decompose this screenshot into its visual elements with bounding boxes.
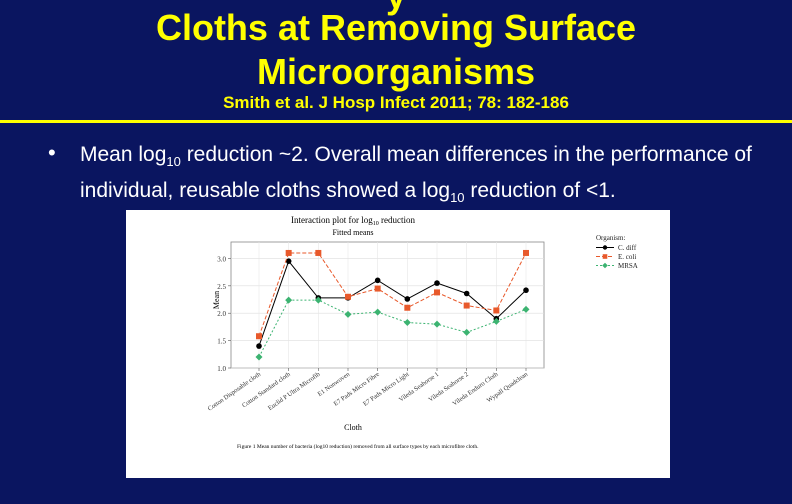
data-point (463, 328, 471, 336)
y-tick-label: 1.0 (217, 365, 226, 373)
bullet-part-1: Mean log (80, 143, 167, 166)
bullet-sub-2: 10 (450, 190, 465, 206)
data-point (434, 289, 440, 296)
data-point (315, 249, 322, 256)
data-point (523, 287, 529, 294)
data-point (374, 308, 382, 316)
series-line-2 (258, 299, 527, 358)
series-line-1 (258, 252, 527, 337)
data-point (285, 258, 292, 264)
legend-marker (602, 245, 608, 250)
x-tick-label: Euclid P Ultra Microfib (267, 371, 322, 412)
data-point (492, 317, 500, 325)
data-point (285, 296, 293, 304)
interaction-plot-figure: Interaction plot for log10 reduction Fit… (126, 210, 670, 478)
figure-caption: Figure 1 Mean number of bacteria (log10 … (237, 443, 479, 450)
data-point (403, 319, 411, 327)
chart-subtitle: Fitted means (332, 228, 373, 237)
bullet-icon: • (48, 140, 56, 165)
title-divider (0, 120, 792, 123)
legend-marker (602, 254, 608, 259)
legend-title: Organism: (596, 234, 625, 242)
data-point (285, 249, 292, 256)
data-point (314, 296, 322, 304)
legend-label: MRSA (618, 262, 638, 270)
bullet-part-3: reduction of <1. (464, 179, 616, 203)
plot-area (230, 241, 545, 369)
reference-citation: Smith et al. J Hosp Infect 2011; 78: 182… (223, 93, 569, 112)
data-point (522, 305, 530, 313)
slide-title-line-2: Microorganisms (256, 51, 536, 92)
data-point (256, 343, 262, 349)
y-tick-label: 2.5 (217, 283, 226, 291)
bullet-part-2: reduction ~2. Overall mean differences i… (80, 143, 752, 203)
x-tick-label: Cotton Disposable cloth (207, 370, 263, 412)
interaction-plot: Interaction plot for log10 reduction Fit… (207, 215, 638, 450)
data-point (404, 304, 411, 311)
y-axis-label: Mean (212, 291, 221, 309)
y-tick-label: 3.0 (217, 255, 226, 263)
y-tick-label: 1.5 (217, 338, 226, 346)
series-line-0 (258, 260, 527, 347)
legend-label: E. coli (618, 253, 636, 261)
data-point (255, 353, 263, 361)
slide-title-line-1: Cloths at Removing Surface (155, 7, 637, 48)
legend-marker (602, 262, 608, 269)
data-point (434, 280, 440, 286)
data-point (345, 293, 351, 300)
legend-label: C. diff (618, 244, 637, 252)
data-point (493, 307, 500, 314)
data-point (463, 302, 470, 309)
data-point (374, 277, 381, 284)
slide-title-line-0: y (0, 0, 792, 14)
data-point (256, 333, 262, 340)
data-point (344, 310, 352, 318)
data-point (523, 249, 529, 256)
data-point (374, 285, 381, 292)
bullet-text: Mean log10 reduction ~2. Overall mean di… (80, 140, 760, 212)
data-point (404, 296, 411, 302)
x-axis-label: Cloth (344, 423, 362, 432)
y-tick-label: 2.0 (217, 310, 226, 318)
data-point (463, 290, 470, 297)
bullet-sub-1: 10 (166, 154, 181, 170)
data-point (433, 320, 441, 328)
chart-title: Interaction plot for log10 reduction (291, 215, 415, 227)
